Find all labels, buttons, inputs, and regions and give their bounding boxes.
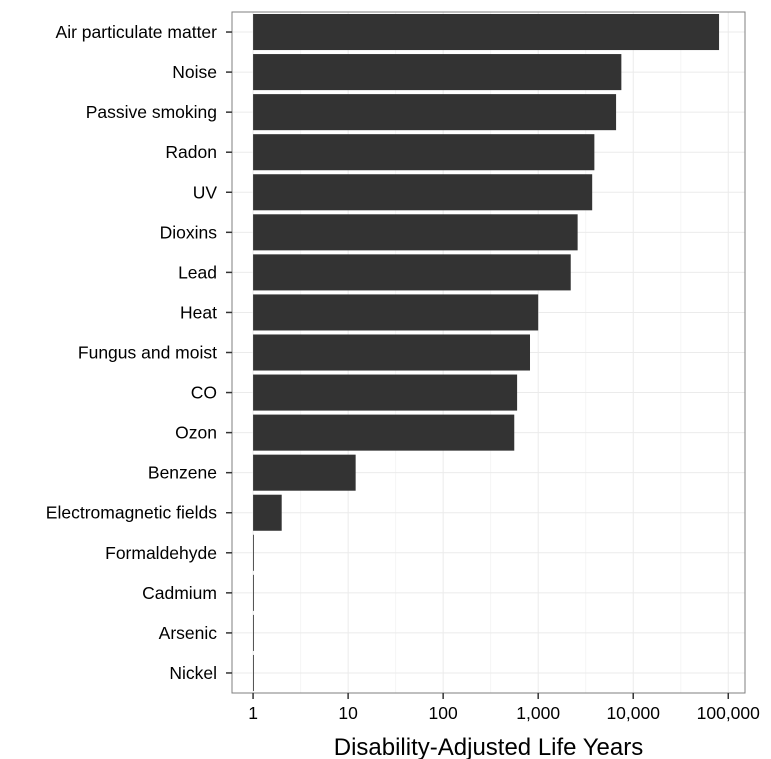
x-tick-label: 1,000 bbox=[516, 703, 560, 723]
y-tick-label: Noise bbox=[172, 62, 217, 82]
bar bbox=[253, 334, 531, 371]
y-tick-label: Formaldehyde bbox=[105, 543, 217, 563]
x-axis: 1 10 100 1,000 10,000 100,000 bbox=[248, 693, 760, 723]
bar bbox=[253, 414, 515, 451]
y-tick-label: Ozon bbox=[175, 423, 217, 443]
bar bbox=[253, 254, 571, 291]
y-tick-label: Lead bbox=[178, 262, 217, 282]
bar bbox=[253, 134, 595, 171]
y-tick-label: Heat bbox=[180, 302, 217, 322]
x-tick-label: 100 bbox=[429, 703, 458, 723]
bar bbox=[253, 654, 254, 691]
y-tick-label: Dioxins bbox=[160, 222, 218, 242]
y-tick-label: Nickel bbox=[169, 663, 217, 683]
bar bbox=[253, 494, 282, 531]
bars bbox=[253, 14, 720, 691]
bar bbox=[253, 174, 593, 211]
bar bbox=[253, 574, 254, 611]
y-tick-label: Radon bbox=[165, 142, 217, 162]
bar bbox=[253, 454, 356, 491]
x-axis-title: Disability-Adjusted Life Years bbox=[334, 734, 644, 759]
bar bbox=[253, 14, 720, 51]
y-tick-label: Benzene bbox=[148, 463, 217, 483]
bar bbox=[253, 534, 254, 571]
y-axis: Air particulate matter Noise Passive smoki… bbox=[46, 22, 232, 683]
x-tick-label: 10 bbox=[338, 703, 358, 723]
y-tick-label: UV bbox=[193, 182, 218, 202]
y-tick-label: Air particulate matter bbox=[56, 22, 218, 42]
bar bbox=[253, 214, 578, 251]
bar bbox=[253, 294, 539, 331]
y-tick-label: CO bbox=[191, 383, 217, 403]
y-tick-label: Passive smoking bbox=[86, 102, 217, 122]
x-tick-label: 10,000 bbox=[606, 703, 660, 723]
y-tick-label: Fungus and moist bbox=[78, 343, 217, 363]
bar bbox=[253, 614, 254, 651]
x-tick-label: 100,000 bbox=[697, 703, 761, 723]
y-tick-label: Electromagnetic fields bbox=[46, 503, 217, 523]
bar bbox=[253, 94, 617, 131]
x-tick-label: 1 bbox=[248, 703, 258, 723]
y-tick-label: Cadmium bbox=[142, 583, 217, 603]
y-tick-label: Arsenic bbox=[159, 623, 218, 643]
bar bbox=[253, 374, 518, 411]
bar bbox=[253, 54, 622, 91]
